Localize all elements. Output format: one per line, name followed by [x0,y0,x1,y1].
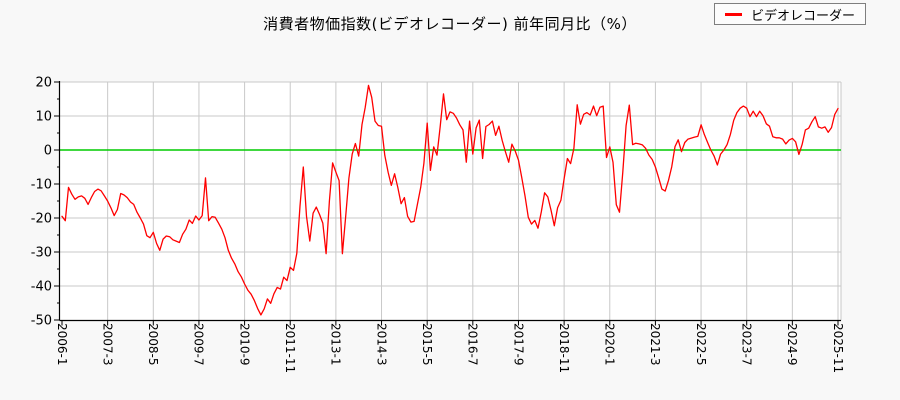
x-tick-label: 2010-9 [237,323,251,366]
y-tick-label: -10 [31,178,52,193]
chart-title: 消費者物価指数(ビデオレコーダー) 前年同月比（%） [263,15,637,33]
x-tick-label: 2011-11 [283,323,297,373]
y-tick-label: 10 [35,110,52,125]
x-tick-label: 2017-9 [511,323,525,366]
x-tick-label: 2020-1 [603,323,617,366]
x-tick-label: 2014-3 [374,323,388,366]
x-tick-label: 2006-1 [55,323,69,366]
x-tick-label: 2007-3 [100,323,114,366]
x-tick-label: 2023-7 [740,323,754,366]
x-tick-label: 2025-11 [831,323,845,373]
x-tick-label: 2018-11 [557,323,571,373]
y-tick-label: 20 [35,76,52,91]
y-tick-label: -30 [31,246,52,261]
x-tick-label: 2015-5 [420,323,434,366]
series-line [61,84,839,316]
plot-area [60,82,841,321]
legend-line-marker [725,12,742,16]
legend: ビデオレコーダー [714,3,867,25]
legend-label: ビデオレコーダー [751,8,856,24]
x-tick-label: 2024-9 [785,323,799,366]
y-tick-label: 0 [44,144,52,159]
y-tick-label: -50 [31,314,52,329]
y-tick-label: -40 [31,280,52,295]
x-tick-label: 2021-3 [648,323,662,366]
x-tick-label: 2022-5 [694,323,708,366]
x-tick-label: 2013-1 [329,323,343,366]
x-tick-label: 2008-5 [146,323,160,366]
x-tick-label: 2016-7 [466,323,480,366]
x-tick-label: 2009-7 [192,323,206,366]
y-tick-label: -20 [31,212,52,227]
